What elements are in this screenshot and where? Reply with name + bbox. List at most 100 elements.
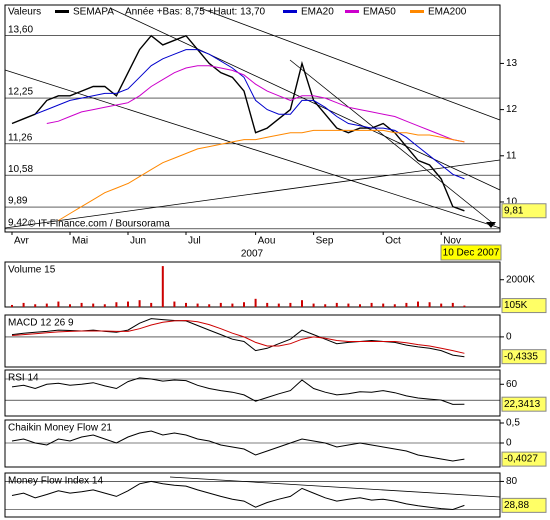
price-panel <box>4 4 501 233</box>
volume-bar <box>127 301 129 307</box>
value-label: 22,3413 <box>504 399 541 410</box>
rsi-panel <box>4 369 501 417</box>
x-tick-label: Sep <box>316 236 334 247</box>
series-line <box>11 480 465 511</box>
volume-bar <box>45 303 48 307</box>
y-tick-label: 0,5 <box>506 418 520 429</box>
volume-bar <box>347 303 350 307</box>
volume-bar <box>440 303 443 307</box>
date-label: 10 Dec 2007 <box>443 248 500 259</box>
panel-title: Chaikin Money Flow 21 <box>8 423 112 434</box>
value-box <box>501 497 547 513</box>
volume-bar <box>208 304 211 307</box>
y-tick-label: 0 <box>506 332 512 343</box>
volume-bar <box>417 301 419 307</box>
value-label: 28,88 <box>504 500 529 511</box>
x-tick-label: Jul <box>188 236 201 247</box>
volume-bar <box>11 304 13 307</box>
volume-bar <box>243 302 245 307</box>
y2-tick-label: 11 <box>506 150 517 161</box>
volume-bar <box>463 305 466 307</box>
legend-swatch <box>55 10 69 13</box>
legend-label: SEMAPA <box>73 7 114 18</box>
value-box <box>501 451 547 467</box>
y2-tick-label: 12 <box>506 104 518 115</box>
series-line <box>11 430 465 462</box>
y-tick-label: 9,42 <box>8 217 28 228</box>
volume-bar <box>370 302 373 307</box>
volume-bar <box>254 298 257 307</box>
legend-swatch <box>410 10 424 13</box>
volume-panel <box>4 261 501 308</box>
value-label: -0,4335 <box>504 351 538 362</box>
volume-bar <box>103 304 106 307</box>
marker <box>486 222 496 228</box>
value-label: 9,81 <box>504 205 524 216</box>
volume-bar <box>185 302 187 307</box>
series-line <box>11 377 465 405</box>
volume-bar <box>324 304 327 307</box>
value-label: 105K <box>504 300 528 311</box>
volume-bar <box>231 303 234 307</box>
volume-bar <box>138 300 141 307</box>
x-tick-label: Oct <box>385 236 401 247</box>
volume-bar <box>161 266 164 307</box>
x-tick-label: Nov <box>443 236 461 247</box>
trend-line <box>289 59 496 226</box>
value-box <box>501 203 547 219</box>
x-tick-label: Jun <box>130 236 146 247</box>
x-tick-label: Avr <box>14 236 29 247</box>
chart-title: Valeurs <box>8 7 41 18</box>
y2-tick-label: 10 <box>506 197 518 208</box>
value-box <box>501 396 547 412</box>
panel-title: MACD 12 26 9 <box>8 318 74 329</box>
volume-bar <box>150 302 153 307</box>
volume-bar <box>80 302 83 307</box>
volume-bar <box>335 302 338 307</box>
trend-line <box>4 69 501 229</box>
volume-bar <box>393 304 396 307</box>
legend-swatch <box>345 10 359 13</box>
series-line <box>46 65 465 143</box>
y-tick-label: 80 <box>506 476 518 487</box>
x-tick-label: Mai <box>72 236 88 247</box>
y-tick-label: 2000K <box>506 274 535 285</box>
volume-bar <box>289 302 292 307</box>
volume-bar <box>382 303 385 307</box>
trend-line <box>199 7 501 121</box>
x-tick-label: Aou <box>258 236 276 247</box>
volume-bar <box>92 303 95 307</box>
panel-title: Volume 15 <box>8 265 56 276</box>
subtitle: Année +Bas: 8,75 +Haut: 13,70 <box>125 7 266 18</box>
series-line <box>11 319 465 354</box>
volume-bar <box>277 303 280 307</box>
value-label: -0,4027 <box>504 454 538 465</box>
volume-bar <box>115 302 118 307</box>
volume-bar <box>266 302 269 307</box>
trend-line <box>4 159 501 229</box>
volume-bar <box>22 302 25 307</box>
volume-bar <box>301 300 303 307</box>
panel-title: RSI 14 <box>8 373 39 384</box>
annotation: © IT-Finance.com / Boursorama <box>28 219 170 230</box>
trend-line <box>169 476 501 498</box>
y-tick-label: 11,26 <box>8 132 33 143</box>
value-box <box>501 298 547 314</box>
date-box <box>440 244 502 261</box>
volume-bar <box>173 301 176 307</box>
volume-bar <box>428 302 431 307</box>
volume-bar <box>57 301 60 307</box>
y-tick-label: 13,60 <box>8 24 33 35</box>
value-box <box>501 349 547 365</box>
volume-bar <box>196 303 199 307</box>
y-tick-label: 0 <box>506 438 512 449</box>
volume-bar <box>451 302 454 307</box>
y-tick-label: 10,58 <box>8 164 33 175</box>
chaikin-panel <box>4 419 501 468</box>
legend-label: EMA50 <box>363 7 396 18</box>
volume-bar <box>34 304 37 307</box>
series-line <box>11 34 465 212</box>
volume-bar <box>405 302 408 307</box>
y-tick-label: 9,89 <box>8 196 28 207</box>
